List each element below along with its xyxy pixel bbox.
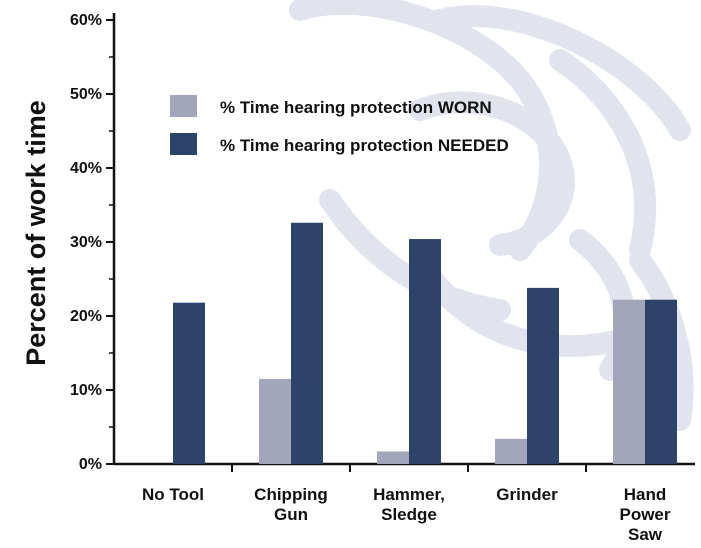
bar-worn	[377, 451, 409, 464]
legend-label: % Time hearing protection WORN	[220, 98, 492, 117]
x-tick-label: Hand Power Saw	[619, 485, 670, 544]
legend-label: % Time hearing protection NEEDED	[220, 136, 509, 155]
bar-worn	[259, 378, 291, 464]
bar-needed	[645, 299, 677, 464]
x-tick-label: Chipping Gun	[254, 485, 328, 524]
y-tick-label: 30%	[70, 234, 102, 251]
y-axis-label: Percent of work time	[21, 100, 51, 366]
x-tick-label: Grinder	[496, 485, 558, 504]
x-tick-label: Hammer, Sledge	[373, 485, 445, 524]
bar-needed	[291, 222, 323, 464]
bar-needed	[409, 239, 441, 464]
x-tick-label: No Tool	[142, 485, 204, 504]
bars	[173, 222, 677, 472]
legend: % Time hearing protection WORN % Time hea…	[170, 95, 509, 155]
bar-worn	[495, 438, 527, 464]
bar-needed	[527, 287, 559, 464]
legend-swatch	[170, 133, 197, 155]
bar-worn	[613, 299, 645, 464]
x-labels: No Tool Chipping Gun Hammer, Sledge Grinder Ha…	[142, 485, 671, 544]
y-tick-label: 20%	[70, 308, 102, 325]
y-tick-label: 0%	[79, 456, 102, 473]
bar-needed	[173, 302, 205, 464]
y-tick-label: 60%	[70, 12, 102, 29]
mascot-watermark	[289, 0, 694, 431]
y-tick-label: 50%	[70, 86, 102, 103]
y-tick-label: 10%	[70, 382, 102, 399]
y-ticks: 0% 10% 20% 30% 40% 50% 60%	[70, 12, 114, 473]
legend-swatch	[170, 95, 197, 117]
y-tick-label: 40%	[70, 160, 102, 177]
